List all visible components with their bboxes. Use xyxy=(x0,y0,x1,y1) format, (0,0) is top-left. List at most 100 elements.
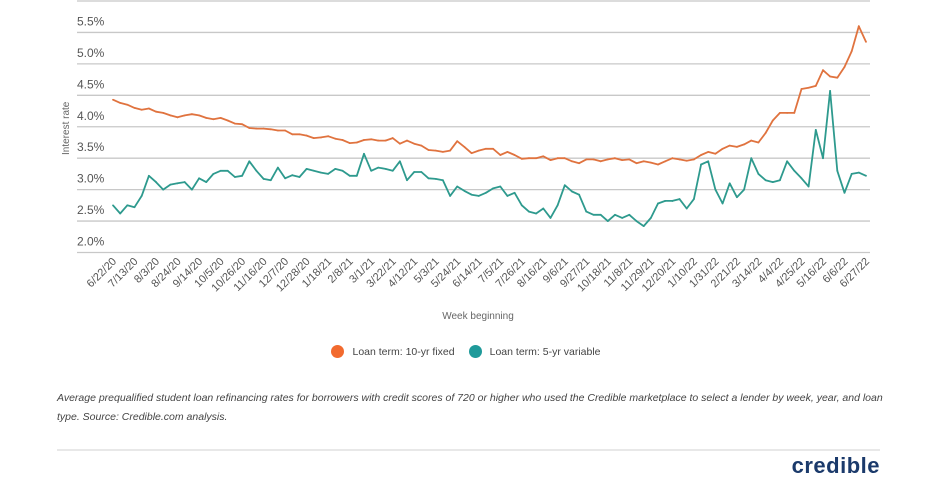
data-point xyxy=(234,176,236,178)
data-point xyxy=(520,204,523,207)
data-point xyxy=(198,177,200,180)
data-point xyxy=(628,158,631,161)
data-point xyxy=(291,174,294,177)
divider xyxy=(57,449,880,451)
data-point xyxy=(786,160,789,163)
data-point xyxy=(277,166,279,169)
data-point xyxy=(277,129,279,132)
data-point xyxy=(736,145,738,148)
data-point xyxy=(205,117,208,119)
data-point xyxy=(649,161,652,164)
data-point xyxy=(255,169,258,172)
data-point xyxy=(606,220,609,222)
data-point xyxy=(606,158,609,161)
data-point xyxy=(162,188,165,191)
data-point xyxy=(807,185,810,188)
data-point xyxy=(234,122,236,125)
data-point xyxy=(700,163,702,166)
data-point xyxy=(119,212,122,215)
data-point xyxy=(126,204,129,207)
data-point xyxy=(427,177,430,180)
y-tick-label: 3.0% xyxy=(77,172,105,186)
data-point xyxy=(348,142,351,144)
data-point xyxy=(284,129,287,132)
data-point xyxy=(112,98,114,101)
data-point xyxy=(334,137,337,140)
data-point xyxy=(750,157,753,160)
data-point xyxy=(614,213,616,216)
data-point xyxy=(822,157,824,160)
data-point xyxy=(269,179,272,182)
data-point xyxy=(621,159,624,161)
data-point xyxy=(248,160,251,163)
legend-item-5yr-variable[interactable]: Loan term: 5-yr variable xyxy=(468,345,601,358)
data-point xyxy=(162,112,165,114)
data-point xyxy=(470,152,473,155)
data-point xyxy=(764,179,767,182)
data-point xyxy=(198,114,200,117)
credible-logo: credible xyxy=(791,453,880,478)
y-tick-label: 5.5% xyxy=(77,14,105,28)
data-point xyxy=(836,169,839,172)
data-point xyxy=(147,107,150,110)
data-point xyxy=(441,151,444,153)
data-point xyxy=(657,163,659,166)
data-point xyxy=(477,195,480,197)
data-point xyxy=(370,138,373,141)
legend-dot-orange xyxy=(331,345,345,358)
data-point xyxy=(126,103,129,106)
data-point xyxy=(434,149,437,152)
legend-item-10yr-fixed[interactable]: Loan term: 10-yr fixed xyxy=(331,345,455,358)
data-point xyxy=(499,154,502,156)
data-point xyxy=(571,190,573,193)
data-point xyxy=(779,179,781,182)
data-point xyxy=(269,128,272,131)
data-point xyxy=(205,181,208,183)
data-point xyxy=(743,188,745,191)
data-point xyxy=(169,183,172,186)
data-point xyxy=(585,158,588,161)
data-point xyxy=(520,157,523,160)
data-point xyxy=(485,191,487,194)
data-point xyxy=(793,169,796,172)
data-point xyxy=(413,171,416,173)
data-point xyxy=(865,174,867,177)
data-point xyxy=(535,157,538,160)
data-point xyxy=(427,149,430,151)
data-point xyxy=(814,128,817,131)
data-point xyxy=(563,184,566,187)
data-point xyxy=(829,90,832,92)
data-point xyxy=(133,206,136,209)
data-point xyxy=(398,142,401,145)
data-point xyxy=(678,198,681,200)
data-point xyxy=(298,133,301,136)
data-point xyxy=(664,200,667,202)
data-point xyxy=(779,112,781,114)
data-point xyxy=(341,139,344,141)
data-point xyxy=(728,144,731,147)
data-point xyxy=(549,159,552,161)
data-point xyxy=(463,189,466,192)
x-axis-label: Week beginning xyxy=(442,311,514,322)
data-point xyxy=(563,157,566,160)
data-point xyxy=(642,225,645,227)
data-point xyxy=(355,174,358,177)
data-point xyxy=(470,193,473,196)
data-point xyxy=(492,147,494,150)
data-point xyxy=(355,141,358,144)
data-point xyxy=(341,169,344,172)
data-point xyxy=(721,202,724,205)
data-point xyxy=(592,213,595,216)
data-point xyxy=(133,106,136,109)
data-point xyxy=(348,174,351,177)
data-point xyxy=(169,114,172,117)
data-point xyxy=(513,154,516,156)
data-point xyxy=(377,166,380,169)
data-point xyxy=(793,112,796,114)
data-point xyxy=(241,123,243,126)
data-point xyxy=(549,217,552,219)
data-point xyxy=(814,84,817,87)
data-point xyxy=(449,195,451,197)
data-point xyxy=(140,108,143,111)
y-tick-label: 2.0% xyxy=(77,235,105,249)
